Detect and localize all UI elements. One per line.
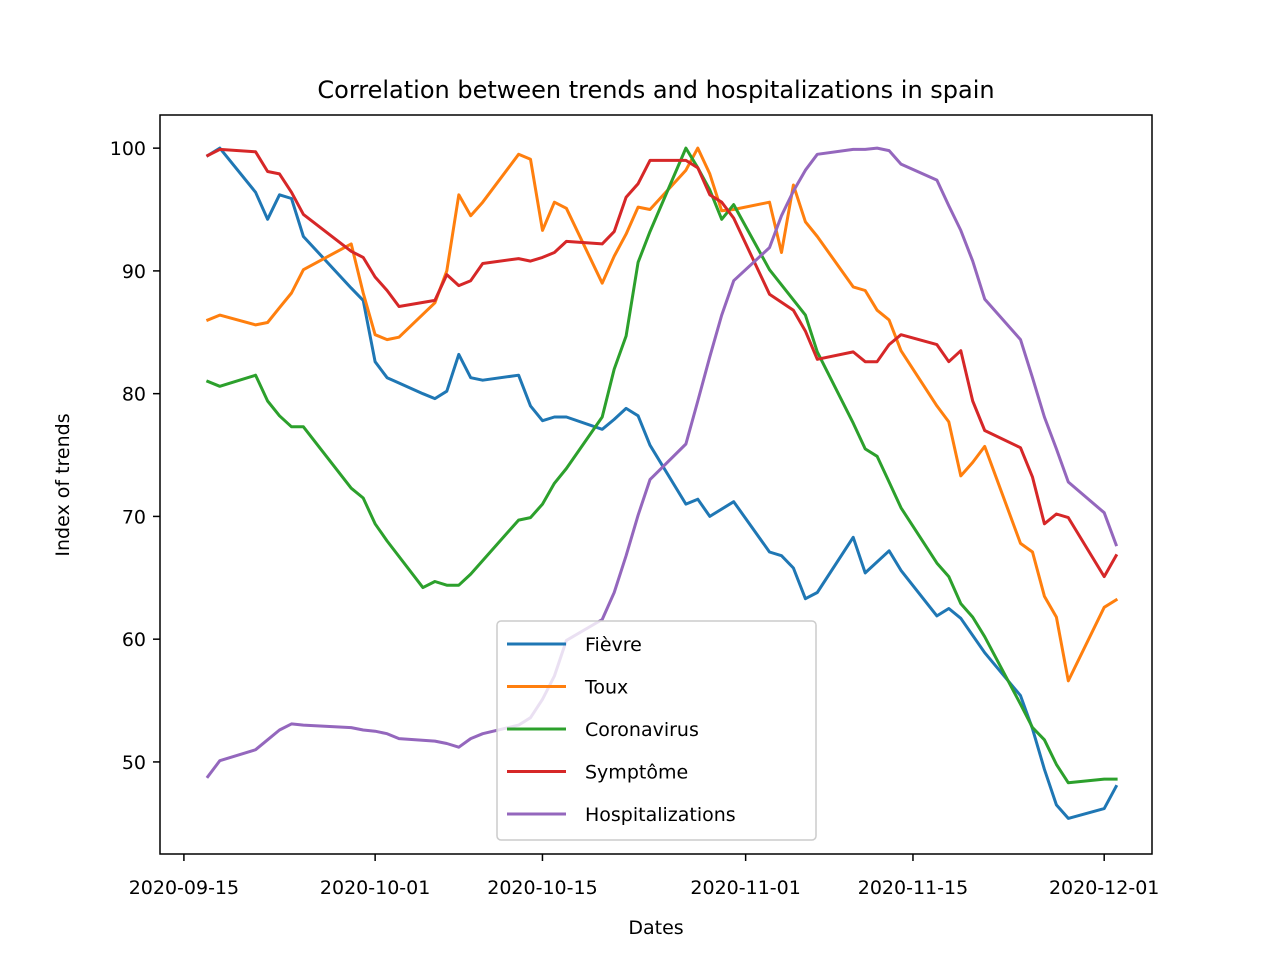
y-tick-label: 60 (122, 629, 146, 651)
legend-label: Symptôme (585, 762, 688, 784)
y-tick-label: 50 (122, 752, 146, 774)
y-tick-label: 80 (122, 384, 146, 406)
x-tick-label: 2020-11-01 (690, 877, 800, 899)
legend-box (496, 620, 817, 841)
legend-label: Hospitalizations (585, 804, 736, 826)
series-line-0 (205, 146, 1119, 820)
legend-label: Coronavirus (585, 719, 699, 741)
legend: Fièvre Toux Coronavirus Symptôme Hospitaliza… (496, 620, 817, 841)
series-line-2 (205, 146, 1118, 785)
series-line-1 (205, 146, 1119, 683)
x-axis: 2020-09-15 2020-10-01 2020-10-15 2020-11-01… (129, 854, 1159, 899)
series-layer (205, 146, 1119, 820)
x-tick-label: 2020-11-15 (858, 877, 968, 899)
y-axis-label: Index of trends (52, 413, 74, 556)
legend-label: Toux (584, 677, 628, 699)
plot-frame (159, 114, 1153, 855)
x-tick-label: 2020-10-01 (320, 877, 430, 899)
x-axis-label: Dates (628, 917, 683, 939)
y-tick-label: 70 (122, 506, 146, 528)
y-axis: 50 60 70 80 90 100 (110, 138, 160, 774)
legend-label: Fièvre (585, 634, 642, 656)
series-line-3 (205, 147, 1119, 579)
x-tick-label: 2020-09-15 (129, 877, 239, 899)
y-tick-label: 100 (110, 138, 146, 160)
y-tick-label: 90 (122, 261, 146, 283)
x-tick-label: 2020-12-01 (1049, 877, 1159, 899)
chart-title: Correlation between trends and hospitali… (317, 76, 994, 104)
x-tick-label: 2020-10-15 (487, 877, 597, 899)
series-line-4 (205, 146, 1119, 779)
